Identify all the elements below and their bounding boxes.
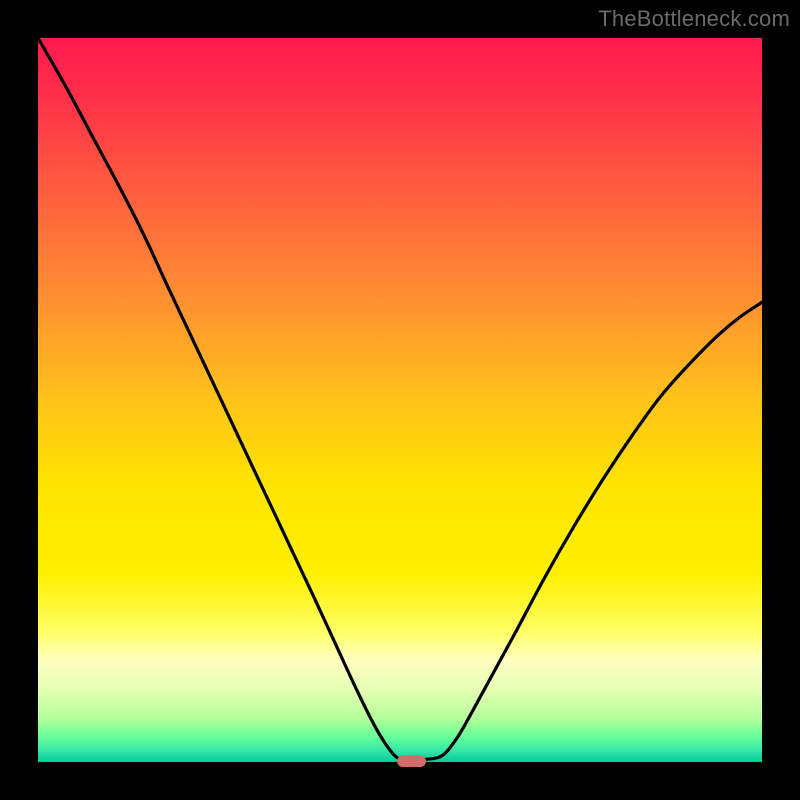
plot-gradient-background [38, 38, 762, 762]
optimal-marker [397, 755, 426, 767]
bottleneck-chart [0, 0, 800, 800]
chart-container: TheBottleneck.com [0, 0, 800, 800]
